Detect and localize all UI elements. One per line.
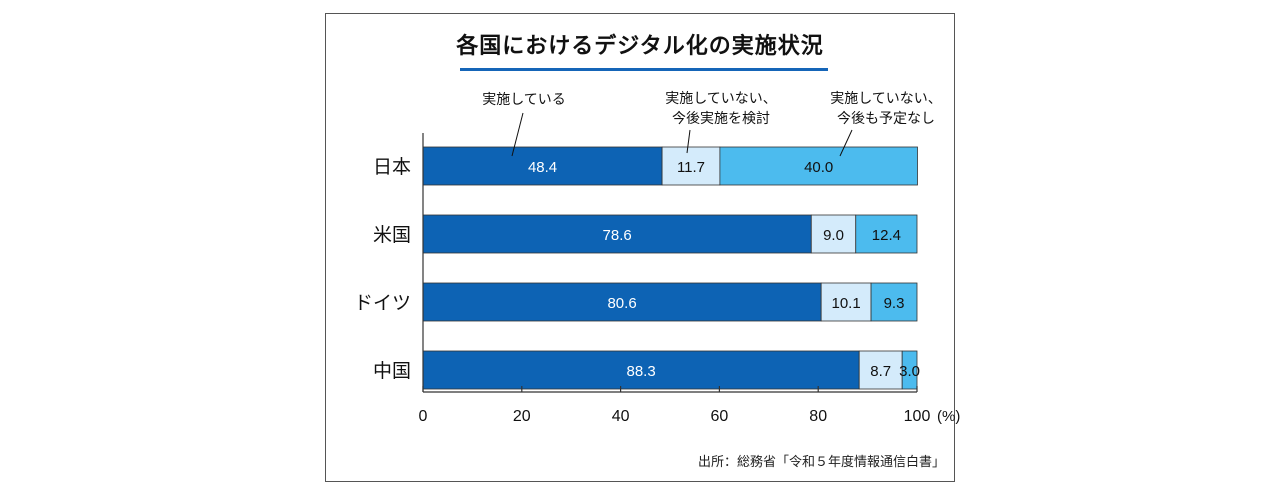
title-underline (460, 68, 828, 71)
legend-callout-text: 今後も予定なし (837, 111, 935, 127)
x-tick-label: 100 (904, 408, 931, 425)
value-label: 78.6 (603, 227, 632, 244)
category-label: 中国 (373, 360, 411, 382)
legend-callout-line (839, 129, 853, 157)
bar-segment (422, 214, 812, 254)
source-note: 出所：総務省「令和５年度情報通信白書」 (697, 455, 945, 470)
bar-segment (858, 350, 903, 390)
bar-segment (422, 282, 822, 322)
value-label: 11.7 (677, 159, 705, 176)
x-unit-label: (%) (937, 408, 960, 425)
value-label: 10.1 (832, 295, 861, 312)
x-tick-label: 0 (419, 408, 428, 425)
bar-segment (810, 214, 857, 254)
legend-callout-text: 実施していない、 (830, 91, 942, 107)
x-tick-label: 60 (711, 408, 729, 425)
bar-segment (422, 350, 860, 390)
legend-callout-text: 今後実施を検討 (672, 111, 770, 127)
legend-callout-text: 実施している (482, 92, 566, 108)
value-label: 9.0 (823, 227, 844, 244)
x-tick-label: 20 (513, 408, 531, 425)
legend-callout-text: 実施していない、 (665, 91, 777, 107)
bars-layer: 48.4 11.7 40.0 78.6 9.0 12.4 80.6 10.1 9.3 88.3 8.… (422, 146, 920, 390)
value-label: 40.0 (804, 159, 833, 176)
bar-segment (661, 146, 721, 186)
bar-segment (870, 282, 918, 322)
bar-segment (855, 214, 918, 254)
bar-segment (901, 350, 918, 390)
chart-title: 各国におけるデジタル化の実施状況 (456, 34, 824, 59)
legend-callout-line (686, 129, 691, 154)
value-label: 9.3 (884, 295, 905, 312)
category-label: 米国 (373, 224, 411, 246)
value-label: 3.0 (899, 363, 920, 380)
value-label: 12.4 (872, 227, 901, 244)
bar-segment (820, 282, 872, 322)
value-label: 8.7 (870, 363, 891, 380)
x-tick-label: 40 (612, 408, 630, 425)
value-label: 88.3 (626, 363, 655, 380)
x-tick-label: 80 (809, 408, 827, 425)
category-label: ドイツ (354, 292, 411, 314)
value-label: 48.4 (528, 159, 557, 176)
value-label: 80.6 (607, 295, 636, 312)
bar-segment (719, 146, 918, 186)
legend-callout-line (511, 112, 524, 157)
category-label: 日本 (373, 156, 411, 178)
